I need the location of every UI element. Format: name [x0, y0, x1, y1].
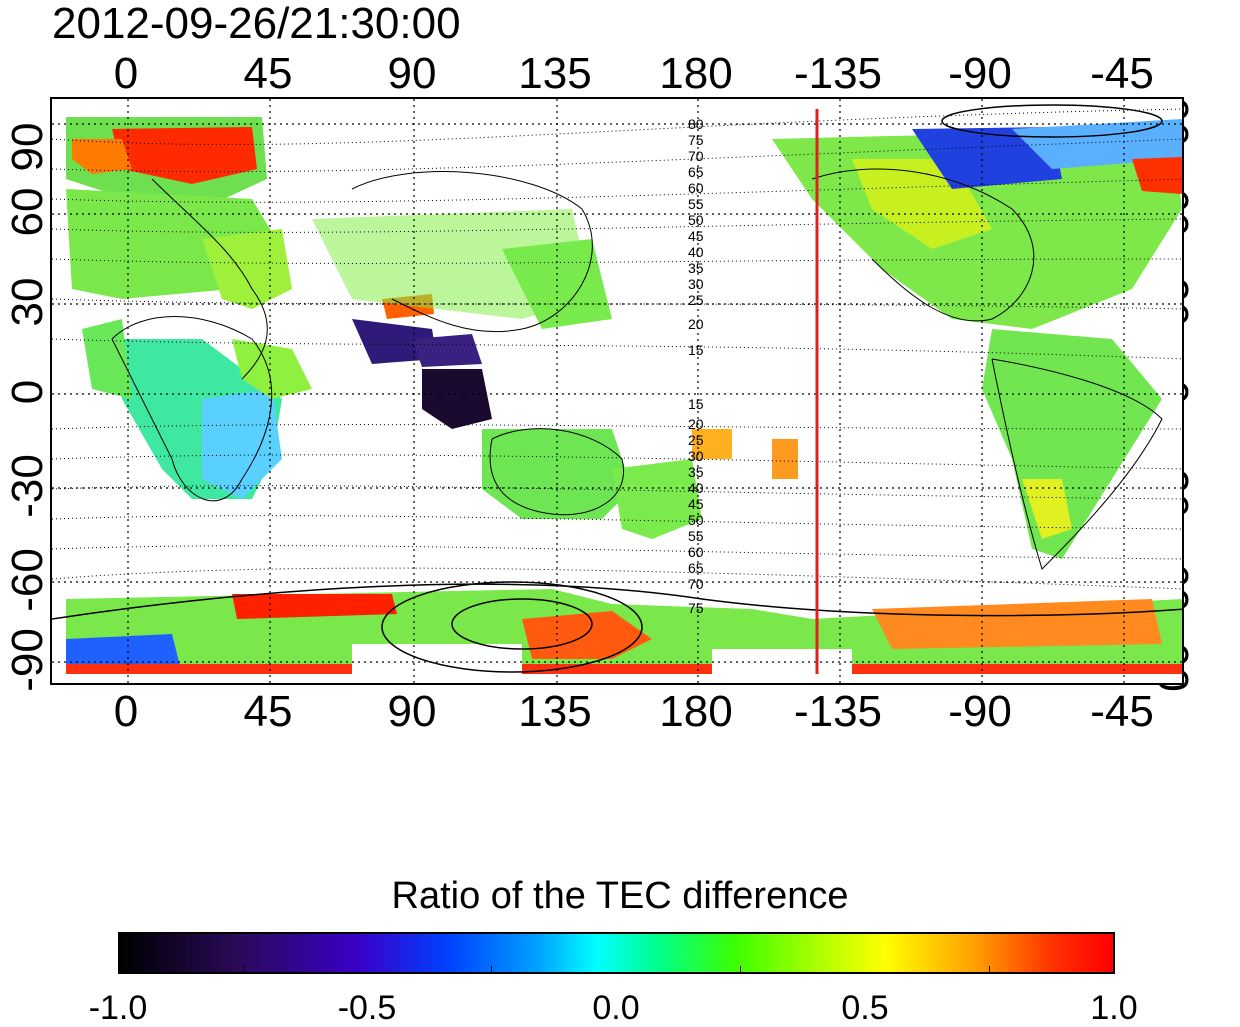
contour-label-north: 30 [688, 276, 704, 292]
contour-label-south: 20 [688, 416, 704, 432]
contour-label-north: 20 [688, 316, 704, 332]
contour-label-north: 60 [688, 180, 704, 196]
top-lon-tick: 90 [387, 49, 437, 98]
left-lat-tick: 90 [3, 122, 52, 172]
top-lon-tick: -45 [1090, 49, 1154, 98]
colorbar-tick-label: 0.5 [841, 989, 889, 1027]
contour-label-south: 40 [688, 480, 704, 496]
colorbar-minor-tick [989, 966, 990, 974]
bottom-lon-tick: -135 [793, 687, 883, 736]
colorbar-tick-label: -1.0 [88, 989, 148, 1027]
contour-label-south: 25 [688, 432, 704, 448]
left-lat-tick: -30 [3, 454, 52, 518]
left-lat-tick: 0 [3, 379, 52, 405]
top-lon-tick: 45 [243, 49, 293, 98]
auroral-oval-contours [52, 104, 1182, 673]
contour-label-south: 15 [688, 396, 704, 412]
contour-label-north: 35 [688, 260, 704, 276]
contour-label-north: 75 [688, 132, 704, 148]
contour-label-north: 55 [688, 196, 704, 212]
left-lat-tick: -90 [3, 628, 52, 692]
contour-label-north: 65 [688, 164, 704, 180]
contour-label-south: 70 [688, 576, 704, 592]
left-lat-tick: -60 [3, 548, 52, 612]
contour-label-north: 15 [688, 342, 704, 358]
contour-label-north: 70 [688, 148, 704, 164]
contour-label-south: 75 [688, 600, 704, 616]
magnetic-contours [52, 108, 1182, 590]
graticule [52, 99, 1182, 683]
tec-data-layer [66, 117, 1182, 674]
top-lon-tick: 0 [113, 49, 139, 98]
contour-labels: 80 75 70 65 60 55 50 45 40 35 30 25 20 1… [688, 116, 704, 616]
contour-label-north: 40 [688, 244, 704, 260]
contour-label-south: 55 [688, 528, 704, 544]
bottom-lon-tick: -45 [1090, 687, 1154, 736]
top-lon-tick: -90 [948, 49, 1012, 98]
bottom-lon-tick: 0 [113, 687, 139, 736]
bottom-lon-tick: -90 [948, 687, 1012, 736]
top-lon-tick: -135 [793, 49, 883, 98]
contour-label-south: 50 [688, 512, 704, 528]
colorbar-tick-label: 0.0 [592, 989, 640, 1027]
contour-label-south: 45 [688, 496, 704, 512]
colorbar-minor-tick [491, 966, 492, 974]
top-lon-tick: 180 [659, 49, 733, 98]
colorbar-minor-tick [740, 966, 741, 974]
contour-label-south: 65 [688, 560, 704, 576]
contour-label-north: 50 [688, 212, 704, 228]
colorbar-tick-label: 1.0 [1090, 989, 1138, 1027]
coastlines [111, 168, 1163, 570]
contour-label-north: 25 [688, 292, 704, 308]
left-lat-tick: 60 [3, 187, 52, 237]
tec-map: 80 75 70 65 60 55 50 45 40 35 30 25 20 1… [50, 97, 1184, 685]
colorbar-title: Ratio of the TEC difference [391, 875, 849, 917]
bottom-lon-tick: 45 [243, 687, 293, 736]
tec-map-canvas: 80 75 70 65 60 55 50 45 40 35 30 25 20 1… [52, 99, 1182, 683]
bottom-lon-tick: 135 [518, 687, 592, 736]
bottom-lon-tick: 180 [659, 687, 733, 736]
contour-label-north: 45 [688, 228, 704, 244]
timestamp-title: 2012-09-26/21:30:00 [52, 0, 461, 48]
contour-label-south: 35 [688, 464, 704, 480]
bottom-lon-tick: 90 [387, 687, 437, 736]
contour-label-north: 80 [688, 116, 704, 132]
colorbar-minor-tick [243, 966, 244, 974]
colorbar [118, 932, 1115, 974]
left-lat-tick: 30 [3, 277, 52, 327]
top-lon-tick: 135 [518, 49, 592, 98]
contour-label-south: 30 [688, 448, 704, 464]
contour-label-south: 60 [688, 544, 704, 560]
colorbar-tick-label: -0.5 [337, 989, 397, 1027]
